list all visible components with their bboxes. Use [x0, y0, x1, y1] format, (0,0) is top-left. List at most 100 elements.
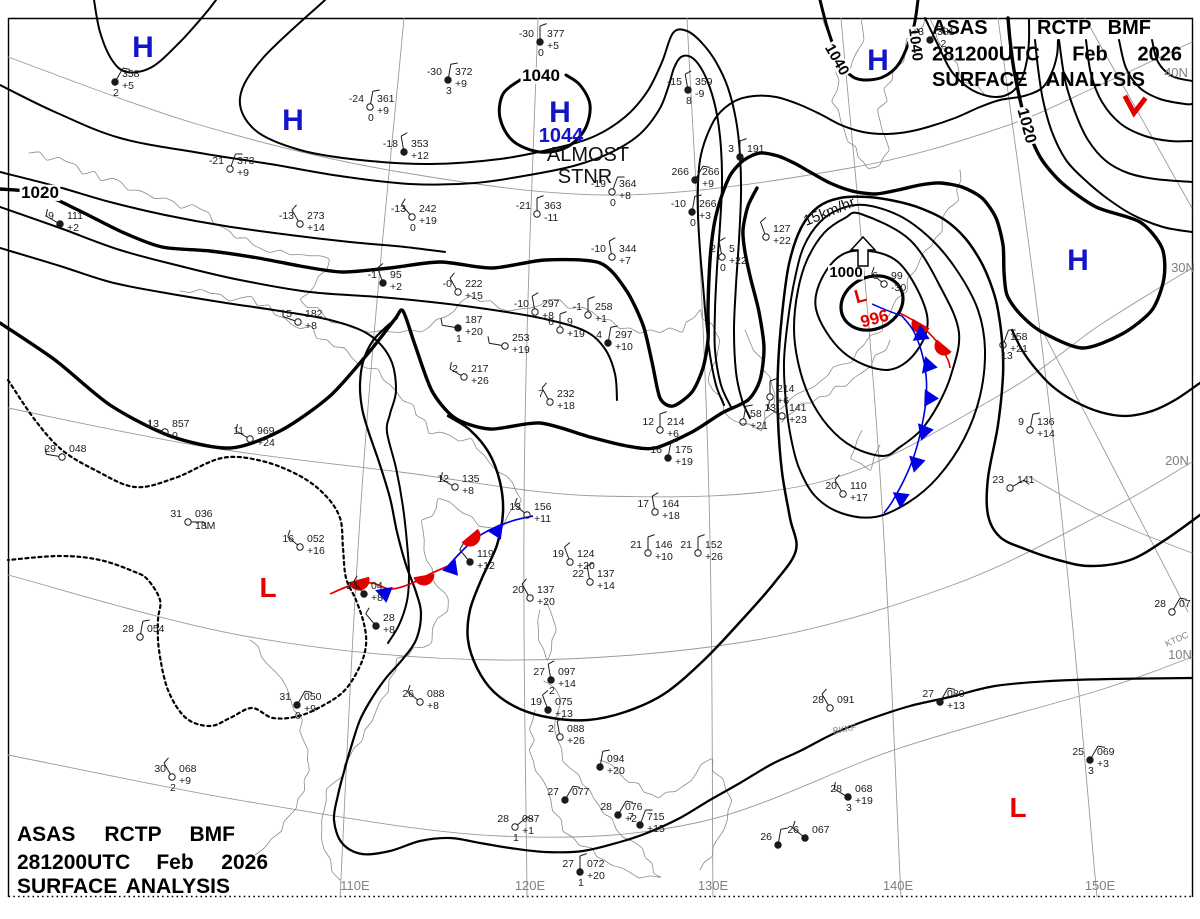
svg-text:297: 297: [542, 298, 560, 310]
svg-text:-1: -1: [368, 269, 377, 281]
svg-text:31: 31: [170, 508, 182, 520]
svg-text:+2: +2: [390, 281, 402, 293]
svg-text:+3: +3: [1097, 758, 1109, 770]
svg-text:054: 054: [147, 623, 165, 635]
svg-text:067: 067: [812, 824, 830, 836]
svg-text:+6: +6: [667, 428, 679, 440]
svg-text:+12: +12: [411, 150, 429, 162]
svg-text:1020: 1020: [21, 183, 59, 202]
svg-text:27: 27: [922, 688, 934, 700]
svg-text:04: 04: [371, 580, 383, 592]
svg-text:13: 13: [147, 418, 159, 430]
svg-text:+18: +18: [662, 510, 680, 522]
svg-text:+8: +8: [542, 310, 554, 322]
svg-text:+22: +22: [729, 255, 747, 267]
svg-text:-21: -21: [516, 200, 531, 212]
svg-text:+1: +1: [522, 825, 534, 837]
svg-text:068: 068: [179, 763, 197, 775]
svg-text:381: 381: [937, 26, 955, 38]
svg-text:BMF: BMF: [190, 823, 236, 846]
svg-text:-21: -21: [209, 155, 224, 167]
svg-text:-30: -30: [891, 282, 906, 294]
svg-text:+2: +2: [625, 813, 637, 825]
svg-text:Feb: Feb: [156, 851, 193, 874]
svg-text:+20: +20: [537, 596, 555, 608]
svg-text:124: 124: [577, 548, 595, 560]
svg-text:094: 094: [607, 753, 625, 765]
svg-text:-13: -13: [279, 210, 294, 222]
svg-text:9: 9: [1018, 416, 1024, 428]
svg-text:281200UTC: 281200UTC: [932, 44, 1040, 66]
svg-text:8: 8: [686, 95, 692, 107]
svg-text:068: 068: [855, 783, 873, 795]
svg-text:20N: 20N: [1165, 453, 1189, 468]
svg-text:21: 21: [680, 539, 692, 551]
svg-text:297: 297: [615, 329, 633, 341]
svg-text:4: 4: [596, 329, 602, 341]
svg-text:+20: +20: [465, 326, 483, 338]
svg-text:1000: 1000: [829, 264, 862, 281]
svg-text:-11: -11: [544, 212, 559, 224]
svg-text:-6: -6: [869, 270, 878, 282]
svg-text:+14: +14: [558, 678, 576, 690]
svg-text:164: 164: [662, 498, 680, 510]
svg-text:13: 13: [1001, 350, 1013, 362]
svg-text:136: 136: [1037, 416, 1055, 428]
svg-text:372: 372: [455, 66, 473, 78]
svg-text:1: 1: [513, 832, 519, 844]
svg-text:-10: -10: [514, 298, 529, 310]
svg-text:+9: +9: [179, 775, 191, 787]
svg-text:+8: +8: [462, 485, 474, 497]
svg-text:187: 187: [465, 314, 483, 326]
svg-text:+9: +9: [237, 167, 249, 179]
svg-text:+13: +13: [947, 700, 965, 712]
svg-text:052: 052: [307, 533, 325, 545]
svg-text:+8: +8: [371, 592, 383, 604]
svg-text:13: 13: [764, 402, 776, 414]
svg-text:+23: +23: [789, 414, 807, 426]
svg-text:353: 353: [411, 138, 429, 150]
svg-text:28: 28: [600, 801, 612, 813]
svg-text:088: 088: [567, 723, 585, 735]
svg-text:+8: +8: [619, 190, 631, 202]
svg-text:-19: -19: [591, 178, 606, 190]
svg-text:048: 048: [69, 443, 87, 455]
svg-text:2: 2: [113, 87, 119, 99]
svg-text:1044: 1044: [539, 125, 584, 147]
svg-text:+9: +9: [455, 78, 467, 90]
svg-text:+18: +18: [557, 400, 575, 412]
svg-text:344: 344: [619, 243, 637, 255]
svg-text:091: 091: [837, 694, 855, 706]
svg-text:222: 222: [465, 278, 483, 290]
svg-text:SURFACE: SURFACE: [932, 69, 1028, 91]
svg-text:+19: +19: [419, 215, 437, 227]
svg-text:+19: +19: [855, 795, 873, 807]
svg-text:156: 156: [534, 501, 552, 513]
svg-text:+6: +6: [777, 395, 789, 407]
svg-text:25: 25: [1072, 746, 1084, 758]
svg-text:28: 28: [830, 783, 842, 795]
svg-text:+3: +3: [699, 210, 711, 222]
svg-text:088: 088: [427, 688, 445, 700]
svg-text:+26: +26: [471, 375, 489, 387]
svg-text:158: 158: [1010, 331, 1028, 343]
svg-text:0: 0: [720, 262, 726, 274]
svg-text:28: 28: [1154, 598, 1166, 610]
svg-text:18M: 18M: [195, 520, 215, 532]
svg-text:130E: 130E: [698, 878, 729, 893]
svg-text:217: 217: [471, 363, 489, 375]
svg-text:20: 20: [512, 584, 524, 596]
svg-text:H: H: [132, 31, 154, 64]
svg-text:266: 266: [699, 198, 717, 210]
svg-text:ASAS: ASAS: [17, 823, 75, 846]
svg-text:076: 076: [625, 801, 643, 813]
svg-text:232: 232: [557, 388, 575, 400]
svg-text:214: 214: [667, 416, 685, 428]
svg-text:+2: +2: [67, 222, 79, 234]
svg-text:137: 137: [537, 584, 555, 596]
svg-text:31: 31: [279, 691, 291, 703]
svg-text:+19: +19: [567, 328, 585, 340]
svg-text:28: 28: [497, 813, 509, 825]
svg-text:0: 0: [538, 47, 544, 59]
svg-text:1: 1: [578, 877, 584, 889]
